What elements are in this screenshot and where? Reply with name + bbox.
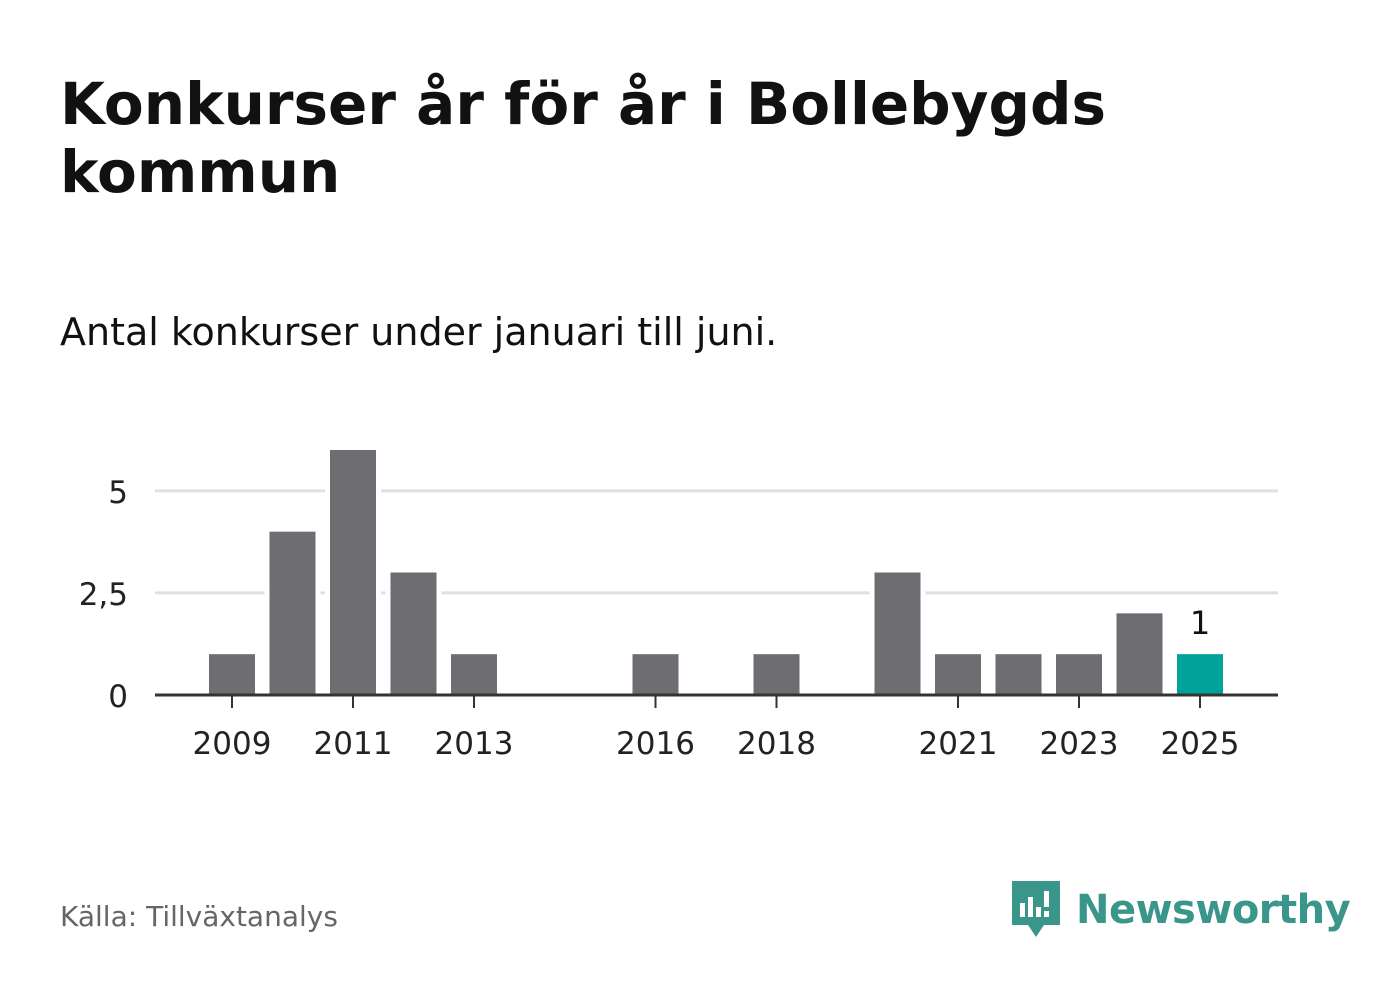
x-tick-label: 2021 xyxy=(919,726,998,762)
bar xyxy=(753,654,800,695)
bar xyxy=(330,450,376,695)
y-tick-label: 2,5 xyxy=(79,577,128,613)
bar xyxy=(632,654,679,695)
bar xyxy=(390,572,437,695)
chart-subtitle: Antal konkurser under januari till juni. xyxy=(60,310,778,354)
bar xyxy=(209,654,255,695)
x-tick-label: 2018 xyxy=(737,726,816,762)
x-tick-label: 2023 xyxy=(1040,726,1119,762)
bar xyxy=(451,654,497,695)
bar xyxy=(874,572,921,695)
newsworthy-logo-icon xyxy=(1012,881,1060,937)
bar xyxy=(1056,654,1102,695)
data-label: 1 xyxy=(1190,604,1210,642)
x-tick-label: 2009 xyxy=(193,726,272,762)
bar xyxy=(269,531,316,695)
x-tick-label: 2011 xyxy=(314,726,393,762)
x-tick-label: 2016 xyxy=(616,726,695,762)
source-note: Källa: Tillväxtanalys xyxy=(60,900,338,933)
brand-name: Newsworthy xyxy=(1076,887,1351,933)
x-tick-label: 2013 xyxy=(435,726,514,762)
brand-logo: Newsworthy xyxy=(1010,878,1351,942)
bar xyxy=(935,654,981,695)
chart-title: Konkurser år för år i Bollebygds kommun xyxy=(60,70,1107,206)
y-tick-label: 0 xyxy=(108,679,128,715)
bar xyxy=(995,654,1042,695)
bar xyxy=(1177,654,1223,695)
x-tick-label: 2025 xyxy=(1161,726,1240,762)
bar xyxy=(1116,613,1163,695)
y-tick-label: 5 xyxy=(108,475,128,511)
